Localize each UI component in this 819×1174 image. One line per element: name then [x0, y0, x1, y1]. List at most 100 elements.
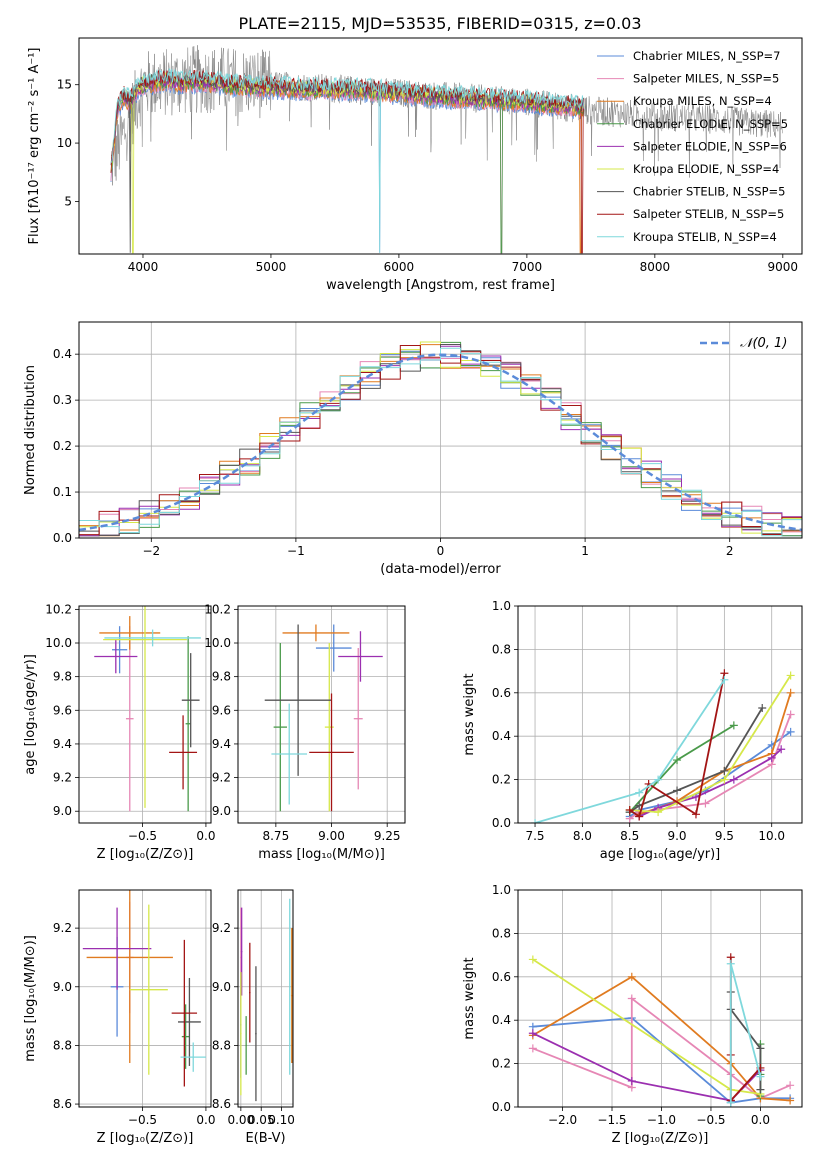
mass-weight-marker	[528, 1029, 537, 1038]
data-point	[245, 1044, 247, 1047]
legend-label: Kroupa MILES, N_SSP=4	[633, 94, 772, 108]
mass-weight-marker	[756, 1085, 765, 1094]
mass-weight-marker	[786, 727, 795, 736]
data-point	[315, 632, 317, 634]
mass-weight-line	[532, 1032, 762, 1102]
y-tick-label: 0.4	[492, 1013, 511, 1027]
y-tick-label: 9.4	[212, 737, 231, 751]
legend-label: Salpeter ELODIE, N_SSP=6	[633, 139, 787, 153]
mass-weight-marker	[701, 799, 710, 808]
chart-mass-vs-ebv: 0.000.050.10 8.6 8.8 9.0 9.2 E(B-V)	[212, 889, 295, 1146]
data-point	[182, 751, 184, 754]
mass-weight-marker	[726, 959, 735, 968]
data-point	[279, 726, 282, 728]
y-tick-label: 8.6	[53, 1097, 72, 1111]
plot-area-spectrum	[110, 45, 783, 254]
x-axis-label: E(B-V)	[245, 1131, 285, 1146]
y-tick-label: 10.0	[204, 636, 231, 650]
data-point	[184, 1035, 187, 1038]
x-axis-label: (data-model)/error	[380, 562, 501, 577]
x-axis-label: wavelength [Angstrom, rest frame]	[326, 278, 555, 293]
data-point	[128, 956, 131, 959]
y-tick-label: 9.0	[212, 980, 231, 994]
mass-weight-line	[532, 958, 761, 1095]
x-tick-label: 0	[437, 544, 445, 558]
mass-weight-marker	[635, 812, 644, 821]
plot-area-age-vs-mass	[264, 624, 383, 812]
x-tick-label: −1.5	[597, 1113, 626, 1127]
mass-weight-marker	[720, 775, 729, 784]
data-point	[255, 1032, 257, 1035]
y-axis-label: mass weight	[462, 957, 477, 1039]
chart-residuals: −2 −1 0 1 2 0.0 0.1 0.2 0.3 0.4 (data-model)/error…	[23, 321, 803, 577]
mass-weight-marker	[720, 766, 729, 775]
data-point	[249, 991, 251, 994]
x-tick-label: 8.0	[573, 829, 592, 843]
y-tick-label: 9.8	[53, 670, 72, 684]
gaussian-curve	[79, 353, 802, 532]
data-point	[116, 947, 118, 950]
mass-weight-marker	[654, 808, 663, 817]
x-axis-label: mass [log₁₀(M/M⊙)]	[258, 847, 385, 862]
axes-frame	[517, 605, 803, 824]
y-tick-label: 0.2	[492, 1057, 511, 1071]
data-point	[183, 1012, 186, 1014]
y-tick-label: 10.2	[45, 602, 72, 616]
mass-weight-marker	[531, 819, 540, 823]
x-tick-label: 7000	[512, 260, 543, 274]
axes-frame	[78, 321, 803, 539]
mass-weight-marker	[786, 688, 795, 697]
data-point	[357, 717, 360, 720]
y-tick-label: 1.0	[492, 599, 511, 613]
y-tick-label: 9.2	[53, 921, 72, 935]
legend-label: Kroupa STELIB, N_SSP=4	[633, 230, 777, 244]
x-tick-label: 5000	[256, 260, 287, 274]
y-tick-label: 10	[57, 136, 72, 150]
x-tick-label: 0.0	[196, 829, 215, 843]
x-tick-label: 9000	[768, 260, 799, 274]
mass-weight-marker	[627, 994, 636, 1003]
x-tick-label: −0.5	[128, 1113, 157, 1127]
mass-weight-marker	[654, 775, 663, 784]
y-tick-label: 8.6	[212, 1097, 231, 1111]
x-tick-label: 9.00	[318, 829, 345, 843]
axes-frame	[237, 605, 406, 824]
y-tick-label: 8.8	[212, 1038, 231, 1052]
legend-label: Salpeter MILES, N_SSP=5	[633, 72, 779, 86]
mass-weight-marker	[720, 675, 729, 684]
y-tick-label: 0.0	[53, 531, 72, 545]
data-point	[332, 647, 335, 649]
axes-frame	[78, 37, 803, 255]
y-tick-label: 0.2	[53, 439, 72, 453]
x-axis-label: Z [log₁₀(Z/Z⊙)]	[97, 847, 194, 862]
data-point	[328, 726, 331, 728]
x-tick-label: 9.25	[374, 829, 401, 843]
data-point	[297, 699, 299, 702]
y-tick-label: 0.8	[492, 642, 511, 656]
x-tick-label: 8000	[640, 260, 671, 274]
legend-label: Chabrier STELIB, N_SSP=5	[633, 185, 785, 199]
y-axis-label: Flux [fλ10⁻¹⁷ erg cm⁻² s⁻¹ A⁻¹]	[27, 48, 42, 245]
x-axis-label: Z [log₁₀(Z/Z⊙)]	[612, 1131, 709, 1146]
x-tick-label: −1.0	[647, 1113, 676, 1127]
y-tick-label: 0.8	[492, 926, 511, 940]
chart-age-vs-Z: −0.5 0.0 9.0 9.2 9.4 9.6 9.8 10.0 10.2 Z [log₁₀(Z…	[23, 602, 215, 862]
mass-weight-marker	[691, 810, 700, 819]
x-tick-label: −0.5	[128, 829, 157, 843]
y-tick-label: 10.0	[45, 636, 72, 650]
y-tick-label: 9.8	[212, 670, 231, 684]
x-tick-label: −1	[287, 544, 305, 558]
data-point	[240, 1032, 242, 1035]
legend-label: Salpeter STELIB, N_SSP=5	[633, 207, 784, 221]
x-tick-label: 0.10	[268, 1113, 295, 1127]
x-tick-label: 8.5	[620, 829, 639, 843]
mass-weight-marker	[729, 721, 738, 730]
data-point	[330, 751, 333, 754]
mass-weight-line	[532, 996, 791, 1100]
mass-weight-line	[629, 674, 792, 814]
mass-weight-marker	[528, 1044, 537, 1053]
data-point	[288, 985, 291, 988]
x-tick-label: 0.05	[248, 1113, 275, 1127]
x-axis-label: Z [log₁₀(Z/Z⊙)]	[97, 1131, 194, 1146]
legend: 𝒩(0, 1)	[700, 336, 787, 351]
